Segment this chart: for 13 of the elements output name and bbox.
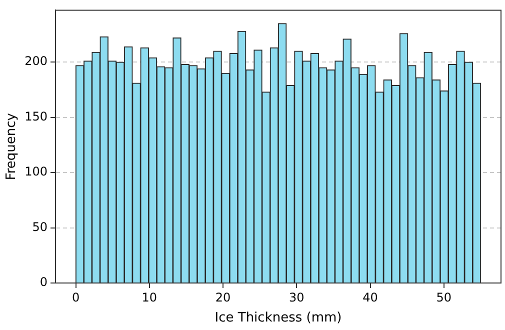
y-tick-label: 50 [32,220,48,234]
x-axis-title: Ice Thickness (mm) [214,310,342,326]
x-tick-label: 30 [289,290,304,304]
x-tick-label: 10 [142,290,158,304]
x-tick-label: 20 [215,290,231,304]
x-tick-label: 0 [72,290,80,304]
x-tick-label: 50 [436,290,452,304]
x-tick-label: 40 [362,290,378,304]
y-tick-label: 150 [24,109,48,124]
y-axis-title: Frequency [4,112,20,180]
y-tick-label: 200 [24,54,48,68]
y-tick-label: 0 [40,275,48,290]
y-tick-label: 100 [24,164,48,179]
